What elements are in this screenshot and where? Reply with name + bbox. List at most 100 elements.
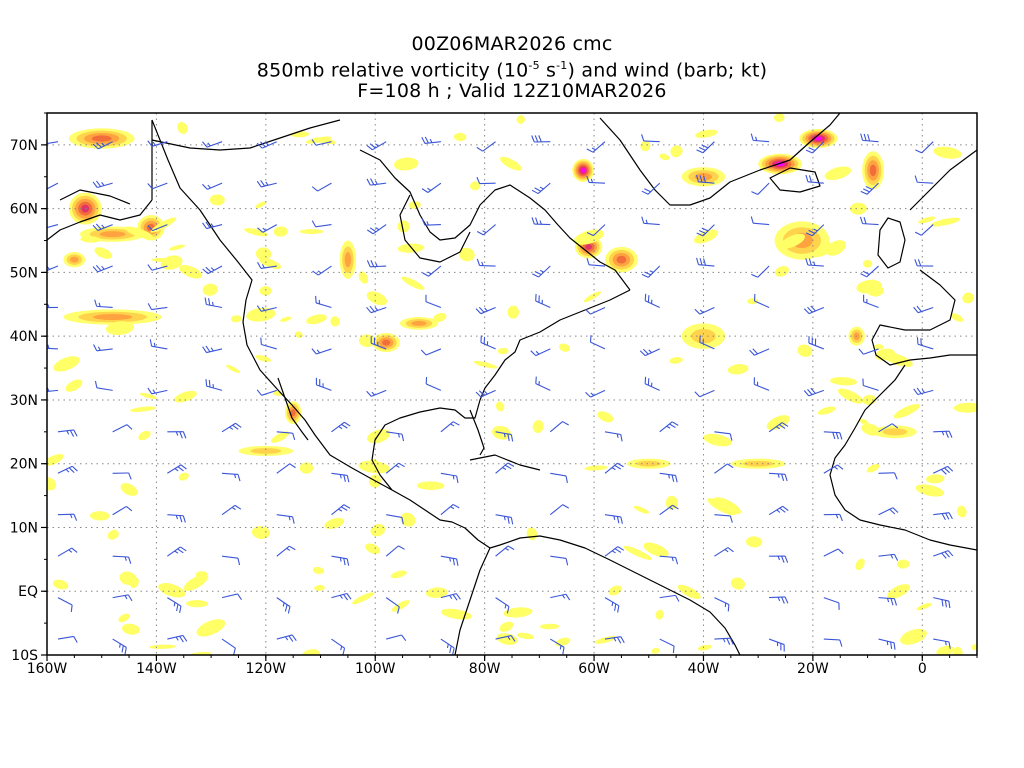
wind-barb-feather [750,216,754,224]
wind-barb [933,512,953,521]
wind-barb-feather [73,636,78,643]
lon-tick-label: 40W [688,661,720,677]
wind-barb-staff [167,634,184,640]
wind-barb-feather [265,142,269,146]
wind-barb-feather [452,503,460,509]
wind-barb-feather [813,261,816,266]
wind-barb-staff [47,141,59,145]
wind-barb-feather [174,550,179,554]
wind-barb [531,217,551,226]
wind-barb-feather [71,465,78,472]
wind-barb-feather [644,188,651,193]
wind-barb-staff [167,514,184,517]
vorticity-speckle [953,402,977,413]
wind-barb [276,463,296,474]
wind-barb-feather [234,504,242,510]
wind-barb-feather [288,635,294,642]
wind-barb [94,380,113,391]
wind-barb [585,389,606,398]
wind-barb-feather [724,549,729,553]
wind-barb-staff [699,306,715,315]
wind-barb-feather [921,389,926,394]
wind-barb-staff [589,264,606,267]
wind-barb-feather [420,349,427,356]
wind-barb-feather [375,227,380,231]
wind-barb [805,258,824,267]
wind-barb [530,348,551,357]
vorticity-speckle [496,633,518,645]
wind-barb [112,594,133,602]
wind-barb [276,431,296,441]
wind-barb-feather [476,231,484,236]
wind-barb-staff [112,505,127,516]
wind-barb-feather [44,225,46,228]
wind-barb [933,638,951,649]
wind-barb-feather [202,346,207,353]
wind-barb-staff [57,465,73,474]
vorticity-contour [250,448,282,454]
wind-barb-staff [917,181,934,184]
wind-barb-staff [863,301,879,308]
wind-barb [476,224,496,236]
wind-barb-staff [315,224,332,228]
vorticity-speckle [290,131,310,138]
wind-barb-feather [205,221,211,229]
wind-barb-staff [823,431,840,434]
wind-barb-feather [40,341,42,348]
wind-barb [385,597,400,614]
wind-barb-staff [754,348,770,356]
wind-barb [495,545,515,557]
wind-barb-feather [371,391,376,396]
wind-barb-feather [675,557,679,565]
wind-barb-feather [121,645,124,653]
vorticity-contour [580,168,586,173]
wind-barb [276,634,297,642]
wind-barb-feather [590,392,595,397]
wind-barb-staff [933,512,950,516]
title-line-2-mid: s [539,59,557,82]
vorticity-speckle [255,247,272,261]
wind-barb [714,431,733,441]
wind-barb-staff [590,341,606,350]
wind-barb-staff [823,638,840,641]
wind-barb [47,387,58,393]
vorticity-speckle [367,429,391,444]
vorticity-feature [137,215,165,241]
wind-barb-staff [424,224,441,226]
wind-barb-feather [207,184,211,189]
wind-barb-staff [316,384,332,391]
wind-barb-staff [370,306,387,314]
wind-barb-feather [339,594,343,599]
graticule-grid [47,113,977,655]
wind-barb-staff [262,224,278,233]
wind-barb [659,421,679,433]
vorticity-speckle [896,559,910,569]
wind-barb-feather [147,264,153,271]
wind-barb-feather [803,390,810,397]
wind-barb-feather [316,349,321,354]
wind-barb-staff [112,638,127,648]
wind-barb [57,513,78,521]
wind-barb-staff [47,182,59,190]
vorticity-contour [70,256,79,263]
wind-barb-feather [727,547,734,553]
wind-barb-staff [385,597,400,608]
wind-barb-feather [370,178,375,185]
wind-barb [878,553,899,561]
wind-barb-feather [69,430,75,437]
wind-barb-staff [482,224,496,236]
wind-barb [751,265,770,278]
wind-barb-feather [784,555,789,563]
wind-barb [92,264,113,273]
wind-barb [641,265,661,278]
wind-barb-feather [535,217,539,225]
wind-barb [476,258,496,267]
wind-barb [641,216,660,226]
wind-barb-feather [675,595,680,602]
wind-barb-feather [805,149,813,154]
wind-barb-staff [604,431,621,436]
wind-barb-feather [941,599,944,607]
vorticity-speckle [915,484,945,497]
wind-barb-feather [893,554,899,561]
wind-barb-staff [714,637,731,640]
